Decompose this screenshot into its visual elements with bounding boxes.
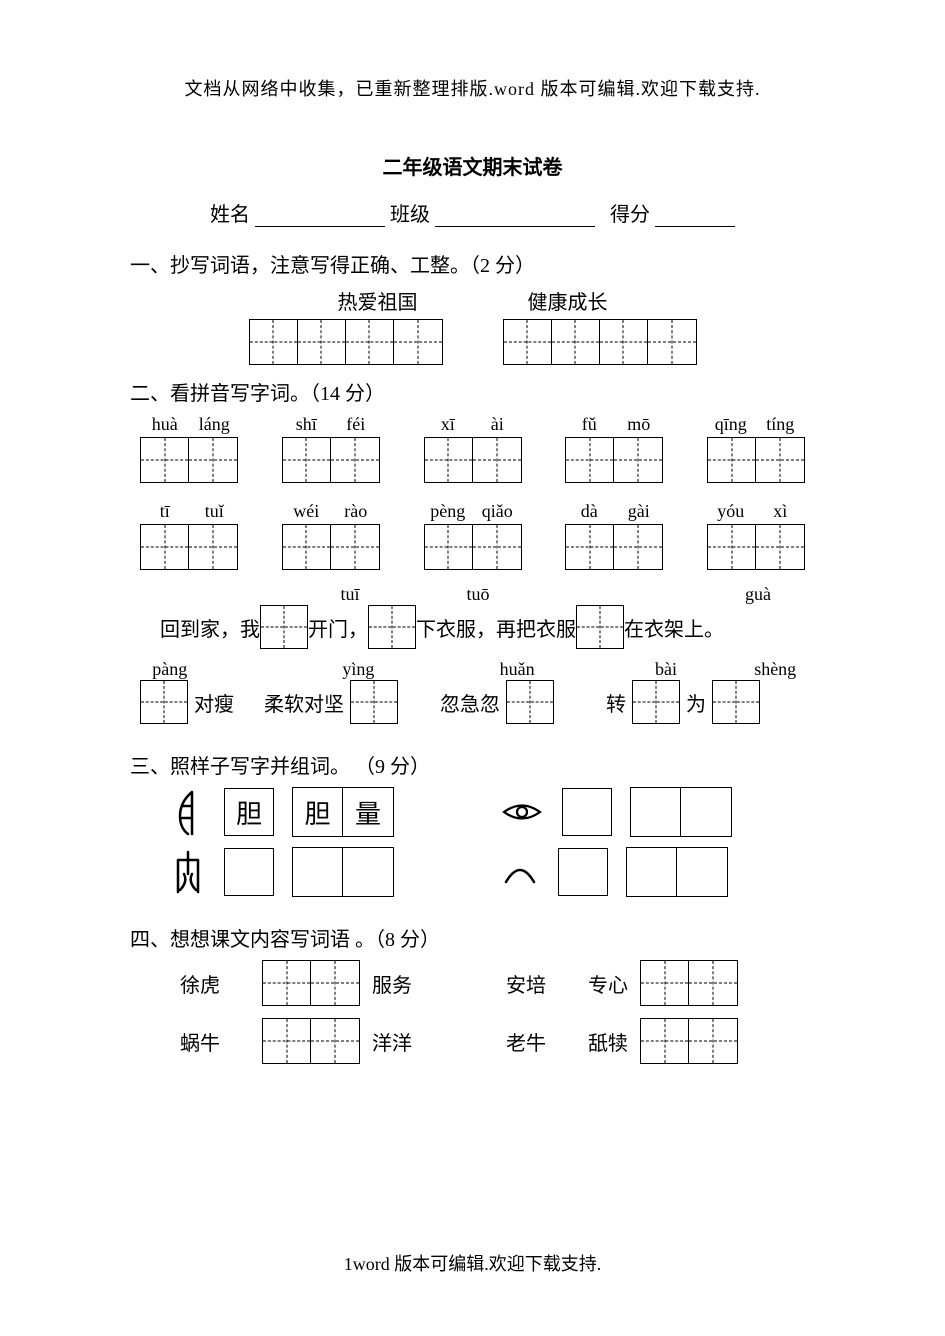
- s2-r4-box1[interactable]: [140, 680, 188, 724]
- s3-ex-w1: 胆: [293, 788, 343, 836]
- s2-sentence-pinyin: tuī tuō guà: [130, 584, 815, 605]
- s2-r4-t3: 忽急忽: [440, 688, 500, 717]
- class-label: 班级: [390, 204, 430, 226]
- pinyin-syllable: fǔ: [565, 414, 615, 435]
- pinyin-syllable: pèng: [423, 501, 473, 522]
- pinyin-syllable: shī: [282, 414, 332, 435]
- s2-r4-t2: 柔软对坚: [264, 688, 344, 717]
- radical-moon-icon: [170, 788, 206, 836]
- radical-inside-icon: [170, 848, 206, 896]
- s2-row2-boxes[interactable]: [130, 524, 815, 570]
- py-huan: huǎn: [487, 659, 547, 680]
- s1-word2: 健康成长: [528, 286, 608, 315]
- s2-sent-t3: 下衣服，再把衣服: [416, 613, 576, 642]
- s4-r3: 舐犊: [588, 1027, 628, 1056]
- py-bai: bài: [636, 659, 696, 680]
- s2-sent-t4: 在衣架上。: [624, 613, 724, 642]
- s2-sentence: 回到家，我 开门， 下衣服，再把衣服 在衣架上。: [130, 605, 815, 649]
- s4-r1: 专心: [588, 969, 628, 998]
- s2-row1-pinyin: huàláng shīféi xīài fǔmō qīngtíng: [130, 414, 815, 437]
- pinyin-syllable: huà: [140, 414, 190, 435]
- s3-blank-word4[interactable]: [626, 847, 728, 897]
- pinyin-syllable: láng: [190, 414, 240, 435]
- s3-example-word: 胆 量: [292, 787, 394, 837]
- s2-r4-t5: 为: [686, 688, 706, 717]
- score-blank[interactable]: [655, 204, 735, 227]
- pinyin-syllable: mō: [614, 414, 664, 435]
- s1-word1: 热爱祖国: [338, 286, 418, 315]
- s2-row1-boxes[interactable]: [130, 437, 815, 483]
- s2-row2-pinyin: tītuǐ wéirào pèngqiǎo dàgài yóuxì: [130, 501, 815, 524]
- s2-r4-box5[interactable]: [712, 680, 760, 724]
- py-gua: guà: [728, 584, 788, 605]
- section-2-heading: 二、看拼音写字词。（14 分）: [130, 377, 815, 406]
- s2-r4-box4[interactable]: [632, 680, 680, 724]
- pinyin-syllable: tuǐ: [190, 501, 240, 522]
- pinyin-syllable: ài: [473, 414, 523, 435]
- s3-blank-word2[interactable]: [630, 787, 732, 837]
- s3-example-char1: 胆: [224, 788, 274, 836]
- pinyin-syllable: rào: [331, 501, 381, 522]
- s2-sent-box3[interactable]: [576, 605, 624, 649]
- section-3-heading: 三、照样子写字并组词。 （9 分）: [130, 750, 815, 779]
- s4-l2: 蜗牛: [180, 1027, 220, 1056]
- pinyin-syllable: féi: [331, 414, 381, 435]
- s2-r4-t1: 对瘦: [194, 688, 234, 717]
- section-4-heading: 四、想想课文内容写词语 。（8 分）: [130, 923, 815, 952]
- footer-note: 1word 版本可编辑.欢迎下载支持.: [0, 1250, 945, 1276]
- s2-sent-box1[interactable]: [260, 605, 308, 649]
- radical-roof-icon: [500, 852, 540, 892]
- pinyin-syllable: xī: [423, 414, 473, 435]
- s4-box2[interactable]: [262, 1018, 360, 1064]
- s3-blank-char4[interactable]: [558, 848, 608, 896]
- s4-box0[interactable]: [262, 960, 360, 1006]
- s4-box1[interactable]: [640, 960, 738, 1006]
- pinyin-syllable: gài: [614, 501, 664, 522]
- name-blank[interactable]: [255, 204, 385, 227]
- s4-l1: 安培: [506, 969, 546, 998]
- s2-r4-t4: 转: [606, 688, 626, 717]
- s2-r4-box3[interactable]: [506, 680, 554, 724]
- name-label: 姓名: [210, 204, 250, 226]
- s4-r0: 服务: [372, 969, 412, 998]
- score-label: 得分: [610, 204, 650, 226]
- py-ying: yìng: [329, 659, 389, 680]
- s4-l3: 老牛: [506, 1027, 546, 1056]
- student-info-line: 姓名 班级 得分: [130, 198, 815, 227]
- s2-sent-box2[interactable]: [368, 605, 416, 649]
- s2-row4-pinyin: pàng yìng huǎn bài shèng: [130, 659, 815, 680]
- py-sheng: shèng: [745, 659, 805, 680]
- s2-row4: 对瘦 柔软对坚 忽急忽 转 为: [130, 680, 815, 724]
- s2-sent-t2: 开门，: [308, 613, 368, 642]
- pinyin-syllable: dà: [565, 501, 615, 522]
- py-tuo: tuō: [448, 584, 508, 605]
- s3-blank-word3[interactable]: [292, 847, 394, 897]
- page-title: 二年级语文期末试卷: [130, 151, 815, 180]
- pinyin-syllable: yóu: [706, 501, 756, 522]
- s4-l0: 徐虎: [180, 969, 220, 998]
- s1-boxes-2[interactable]: [503, 319, 697, 365]
- radical-eye-icon: [500, 797, 544, 827]
- class-blank[interactable]: [435, 204, 595, 227]
- s3-blank-char2[interactable]: [562, 788, 612, 836]
- s4-box3[interactable]: [640, 1018, 738, 1064]
- pinyin-syllable: wéi: [282, 501, 332, 522]
- pinyin-syllable: tī: [140, 501, 190, 522]
- s3-ex-w2: 量: [343, 788, 393, 836]
- pinyin-syllable: tíng: [756, 414, 806, 435]
- s2-r4-box2[interactable]: [350, 680, 398, 724]
- s1-boxes-1[interactable]: [249, 319, 443, 365]
- pinyin-syllable: qīng: [706, 414, 756, 435]
- s2-sent-t1: 回到家，我: [160, 613, 260, 642]
- section-1-heading: 一、抄写词语，注意写得正确、工整。（2 分）: [130, 249, 815, 278]
- pinyin-syllable: xì: [756, 501, 806, 522]
- header-note: 文档从网络中收集，已重新整理排版.word 版本可编辑.欢迎下载支持.: [130, 75, 815, 101]
- s3-blank-char3[interactable]: [224, 848, 274, 896]
- pinyin-syllable: qiǎo: [473, 501, 523, 522]
- s4-r2: 洋洋: [372, 1027, 412, 1056]
- py-pang: pàng: [140, 659, 200, 680]
- py-tui: tuī: [320, 584, 380, 605]
